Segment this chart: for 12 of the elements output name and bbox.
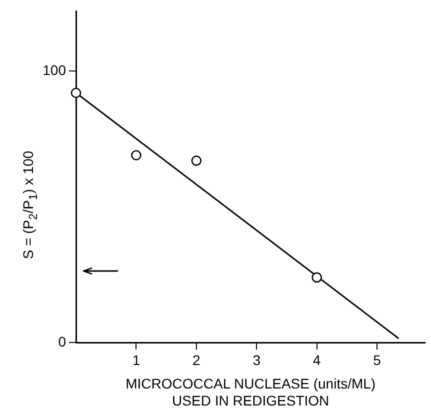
- x-tick-label: 3: [252, 352, 261, 368]
- point: [131, 150, 142, 160]
- point: [312, 272, 322, 283]
- x-axis-title: MICROCOCCAL NUCLEASE (units/ML) USED IN REDIGESTION: [126, 376, 376, 408]
- x-tick-label: 5: [373, 352, 382, 368]
- x-tick-label: 2: [192, 352, 201, 368]
- x-tick-label: 4: [312, 352, 321, 368]
- y-tick-label: 100: [42, 62, 66, 78]
- point: [70, 88, 82, 98]
- x-tick-label: 1: [132, 352, 140, 368]
- y-tick-label: 0: [58, 333, 66, 350]
- point: [191, 156, 202, 166]
